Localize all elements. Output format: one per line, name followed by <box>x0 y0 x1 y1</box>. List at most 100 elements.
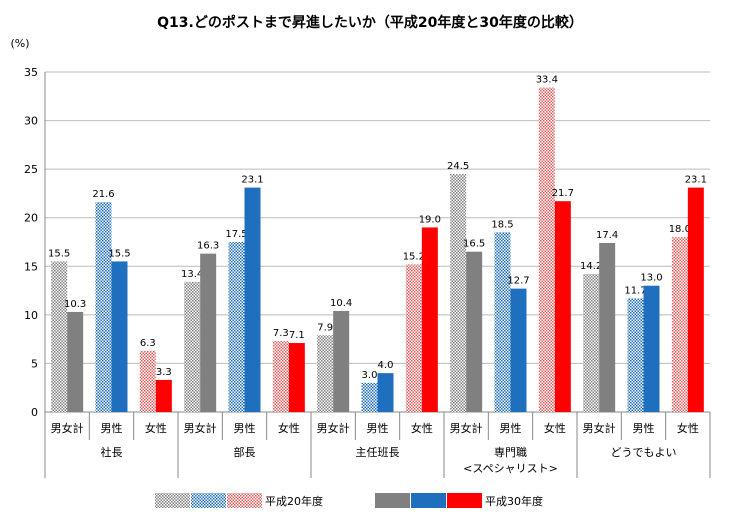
legend-label: 平成20年度 <box>265 494 323 508</box>
bar <box>95 202 112 412</box>
bar <box>687 187 704 412</box>
bar <box>244 187 261 412</box>
y-tick-label: 15 <box>24 260 38 273</box>
data-label: 15.5 <box>108 248 130 259</box>
y-tick-label: 5 <box>31 357 38 370</box>
bar <box>627 298 644 412</box>
y-axis-label: (%) <box>10 37 29 50</box>
group-label: どうでもよい <box>611 446 677 459</box>
bar <box>583 274 600 412</box>
bar <box>317 335 334 412</box>
data-label: 7.3 <box>273 328 289 339</box>
subcategory-label: 男女計 <box>184 421 217 435</box>
data-label: 16.3 <box>197 241 219 252</box>
data-label: 10.3 <box>64 299 86 310</box>
data-label: 33.4 <box>536 75 558 86</box>
y-tick-label: 30 <box>24 115 38 128</box>
subcategory-label: 女性 <box>544 421 566 435</box>
group-label: 部長 <box>234 445 256 459</box>
legend-swatch <box>447 493 482 508</box>
bar <box>466 251 483 412</box>
group-label: 社長 <box>101 445 123 459</box>
bar <box>184 281 201 412</box>
data-label: 17.4 <box>596 230 618 241</box>
data-label: 12.7 <box>507 276 529 287</box>
data-label: 13.4 <box>181 269 203 280</box>
subcategory-label: 女性 <box>411 421 433 435</box>
bar <box>494 232 511 412</box>
legend-label: 平成30年度 <box>485 494 543 508</box>
data-label: 13.0 <box>640 273 662 284</box>
legend-swatch <box>227 493 262 508</box>
y-tick-label: 20 <box>24 212 38 225</box>
data-label: 23.1 <box>685 175 707 186</box>
bar <box>510 288 527 412</box>
data-label: 21.6 <box>92 189 114 200</box>
bar <box>200 253 217 412</box>
data-label: 17.5 <box>225 229 247 240</box>
bar <box>450 174 467 412</box>
data-label: 7.9 <box>317 322 333 333</box>
data-label: 4.0 <box>378 360 394 371</box>
data-label: 16.5 <box>463 239 485 250</box>
subcategory-label: 女性 <box>145 421 167 435</box>
data-label: 3.3 <box>156 367 172 378</box>
bar <box>228 242 245 412</box>
bar <box>67 311 84 412</box>
data-label: 3.0 <box>362 370 378 381</box>
subcategory-label: 男性 <box>101 421 123 435</box>
y-tick-label: 0 <box>31 406 38 419</box>
bar <box>361 382 378 412</box>
bar <box>155 379 172 412</box>
bar <box>272 341 289 412</box>
data-label: 15.5 <box>48 248 70 259</box>
y-tick-label: 35 <box>24 66 38 79</box>
bar <box>538 87 555 413</box>
data-label: 18.5 <box>491 219 513 230</box>
subcategory-label: 男性 <box>234 421 256 435</box>
subcategory-label: 男女計 <box>317 421 350 435</box>
bar <box>405 264 422 412</box>
subcategory-label: 男性 <box>500 421 522 435</box>
bar <box>599 242 616 412</box>
bar <box>554 201 571 412</box>
subcategory-label: 男性 <box>633 421 655 435</box>
bar <box>671 237 688 412</box>
legend-swatch <box>411 493 446 508</box>
subcategory-label: 男女計 <box>450 421 483 435</box>
group-label-line2: <スペシャリスト> <box>463 462 558 475</box>
subcategory-label: 男性 <box>367 421 389 435</box>
data-label: 15.2 <box>403 251 425 262</box>
data-label: 23.1 <box>241 175 263 186</box>
group-label: 主任班長 <box>356 446 400 459</box>
data-label: 10.4 <box>330 298 352 309</box>
legend-swatch <box>191 493 226 508</box>
data-label: 6.3 <box>140 338 156 349</box>
subcategory-label: 男女計 <box>51 421 84 435</box>
data-label: 14.2 <box>580 261 602 272</box>
bar <box>643 285 660 412</box>
data-label: 18.0 <box>669 224 691 235</box>
data-label: 19.0 <box>419 214 441 225</box>
bar <box>111 261 128 412</box>
group-label: 専門職 <box>494 446 527 459</box>
bar <box>377 373 394 412</box>
data-label: 24.5 <box>447 161 469 172</box>
legend-swatch <box>155 493 190 508</box>
bar <box>51 261 68 412</box>
y-tick-label: 10 <box>24 309 38 322</box>
subcategory-label: 女性 <box>677 421 699 435</box>
bar <box>139 350 156 412</box>
data-label: 7.1 <box>289 330 305 341</box>
subcategory-label: 男女計 <box>583 421 616 435</box>
legend-swatch <box>375 493 410 508</box>
data-label: 21.7 <box>552 188 574 199</box>
bar <box>288 343 305 412</box>
data-label: 11.7 <box>624 285 646 296</box>
subcategory-label: 女性 <box>278 421 300 435</box>
y-tick-label: 25 <box>24 163 38 176</box>
bar <box>333 310 350 412</box>
bar <box>421 227 438 412</box>
